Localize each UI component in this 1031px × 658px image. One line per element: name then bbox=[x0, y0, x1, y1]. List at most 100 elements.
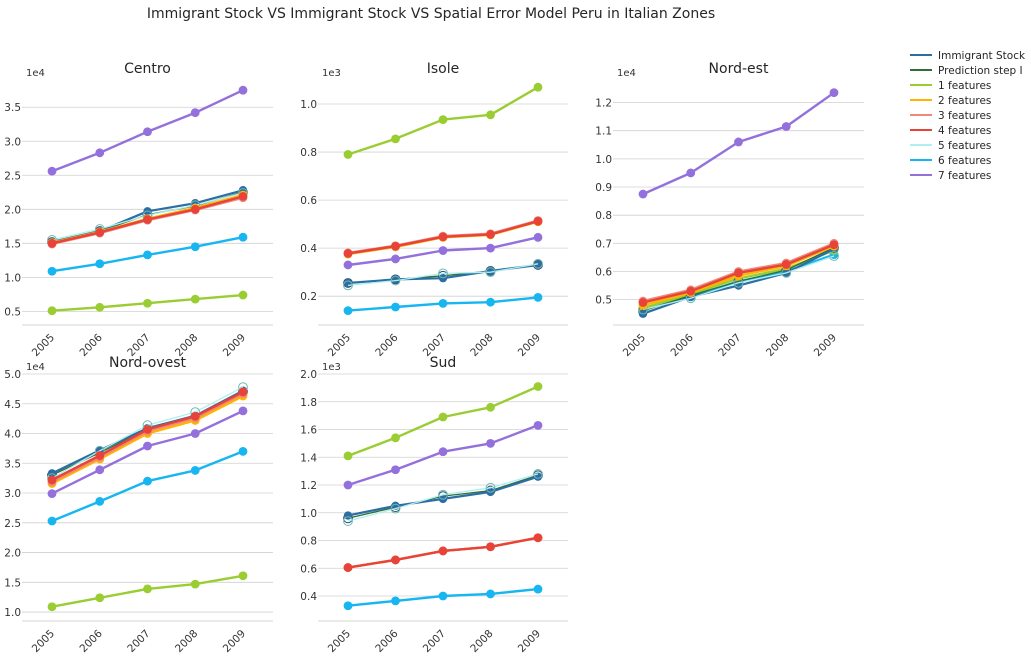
data-point bbox=[143, 127, 152, 137]
x-tick-label: 2009 bbox=[516, 628, 543, 655]
data-point bbox=[438, 412, 448, 422]
x-tick-label: 2006 bbox=[77, 331, 105, 359]
data-point bbox=[391, 465, 400, 475]
y-tick-label: 0.8 bbox=[300, 147, 317, 159]
legend-label: Immigrant Stock bbox=[938, 50, 1026, 62]
y-tick-label: 0.8 bbox=[595, 210, 612, 222]
data-point bbox=[238, 571, 248, 581]
data-point bbox=[390, 503, 401, 514]
y-tick-label: 0.9 bbox=[595, 182, 612, 194]
y-tick-label: 1.8 bbox=[300, 397, 317, 409]
x-tick-label: 2005 bbox=[326, 628, 353, 655]
series-line bbox=[642, 255, 835, 311]
x-tick-label: 2005 bbox=[30, 628, 57, 655]
data-point bbox=[391, 555, 400, 565]
data-point bbox=[391, 134, 400, 144]
data-point bbox=[143, 250, 152, 260]
data-point bbox=[238, 290, 248, 300]
axis-exponent-label: 1e4 bbox=[617, 68, 636, 79]
legend-entry-2-features: 2 features bbox=[910, 95, 991, 107]
data-point bbox=[143, 441, 152, 451]
y-tick-label: 3.5 bbox=[4, 458, 21, 470]
y-tick-label: 0.4 bbox=[300, 243, 317, 255]
axis-exponent-label: 1e3 bbox=[322, 68, 341, 79]
data-point bbox=[781, 122, 791, 131]
series-7-features bbox=[343, 420, 543, 490]
y-tick-label: 1.6 bbox=[300, 425, 317, 437]
data-point bbox=[485, 267, 496, 278]
data-point bbox=[438, 591, 448, 601]
legend-label: 7 features bbox=[938, 170, 991, 182]
subplot-title: Nord-ovest bbox=[109, 355, 187, 371]
series-1-features bbox=[343, 382, 543, 461]
data-point bbox=[486, 297, 495, 307]
subplots: 0.5 1.0 1.5 2.0 2.5 3.0 3.5 2005 2006 2007 2008 200… bbox=[4, 61, 864, 655]
data-point bbox=[533, 584, 543, 594]
series-6-features bbox=[47, 446, 248, 526]
series-7-features bbox=[47, 406, 248, 499]
y-tick-label: 1.4 bbox=[300, 452, 317, 464]
y-tick-label: 2.5 bbox=[4, 170, 21, 182]
data-point bbox=[47, 306, 57, 316]
y-tick-label: 2.0 bbox=[4, 548, 21, 560]
series-6-features bbox=[343, 292, 543, 315]
y-tick-label: 0.5 bbox=[595, 295, 612, 307]
legend-entry-6-features: 6 features bbox=[910, 155, 991, 167]
data-point bbox=[533, 232, 543, 242]
data-point bbox=[190, 242, 200, 252]
data-point bbox=[95, 593, 105, 603]
axis-exponent-label: 1e4 bbox=[26, 362, 45, 373]
data-point bbox=[438, 489, 448, 500]
y-tick-label: 0.6 bbox=[300, 563, 317, 575]
data-point bbox=[734, 137, 743, 147]
axis-exponent-label: 1e3 bbox=[322, 362, 341, 373]
legend-entry-4-features: 4 features bbox=[910, 125, 991, 137]
legend-entry-3-features: 3 features bbox=[910, 110, 991, 122]
x-tick-label: 2007 bbox=[716, 332, 743, 359]
data-point bbox=[391, 433, 400, 443]
y-tick-label: 0.8 bbox=[300, 536, 317, 548]
data-point bbox=[438, 546, 448, 556]
data-point bbox=[95, 465, 105, 475]
x-tick-label: 2009 bbox=[516, 332, 543, 359]
data-point bbox=[47, 475, 57, 485]
legend-entry-immigrant-stock: Immigrant Stock bbox=[910, 50, 1026, 62]
data-point bbox=[638, 189, 648, 199]
data-point bbox=[638, 298, 648, 307]
data-point bbox=[143, 476, 152, 486]
y-tick-label: 3.0 bbox=[4, 136, 21, 148]
subplot-nord-est: 0.5 0.6 0.7 0.8 0.9 1.0 1.1 1.2 2005 2006 2007 2008… bbox=[595, 61, 864, 359]
y-tick-label: 0.6 bbox=[300, 195, 317, 207]
data-point bbox=[829, 251, 839, 261]
x-tick-label: 2009 bbox=[221, 332, 248, 359]
y-tick-label: 4.5 bbox=[4, 399, 21, 411]
data-point bbox=[486, 438, 495, 448]
series-4-features bbox=[343, 533, 543, 572]
data-point bbox=[391, 241, 400, 251]
data-point bbox=[190, 204, 200, 214]
data-point bbox=[95, 302, 105, 312]
series-7-features bbox=[343, 232, 543, 270]
legend-entry-1-features: 1 features bbox=[910, 80, 991, 92]
y-tick-label: 1.0 bbox=[300, 99, 317, 111]
data-point bbox=[190, 411, 200, 421]
data-point bbox=[238, 446, 248, 456]
data-point bbox=[485, 482, 496, 493]
subplot-title: Centro bbox=[124, 61, 171, 77]
subplot-title: Nord-est bbox=[709, 61, 769, 77]
data-point bbox=[533, 469, 543, 479]
data-point bbox=[343, 280, 353, 291]
data-point bbox=[95, 228, 105, 237]
y-tick-label: 0.5 bbox=[4, 306, 21, 318]
data-point bbox=[486, 542, 495, 552]
data-point bbox=[47, 238, 57, 248]
data-point bbox=[238, 387, 248, 397]
data-point bbox=[533, 82, 543, 92]
x-tick-label: 2006 bbox=[668, 331, 696, 359]
x-tick-label: 2005 bbox=[30, 332, 57, 359]
data-point bbox=[343, 278, 353, 288]
y-tick-label: 1.5 bbox=[4, 577, 21, 589]
x-tick-label: 2005 bbox=[621, 332, 648, 359]
data-point bbox=[781, 260, 791, 269]
